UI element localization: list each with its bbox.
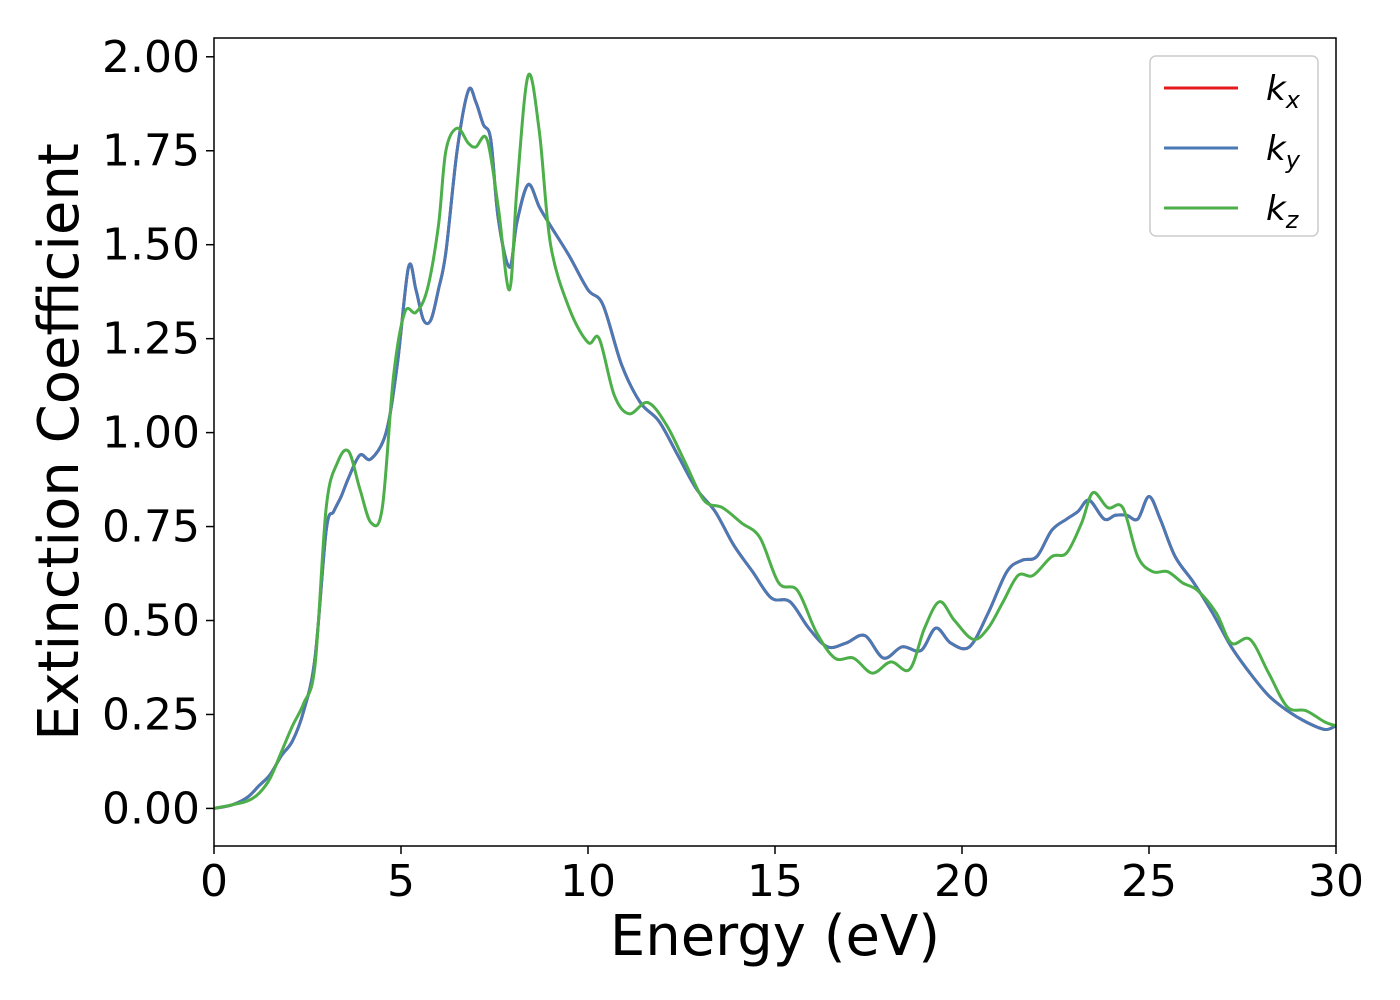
y-tick-label: 2.00 xyxy=(102,32,200,83)
x-axis-label: Energy (eV) xyxy=(610,904,940,969)
y-tick-label: 1.00 xyxy=(102,408,200,459)
x-tick-label: 10 xyxy=(560,856,616,907)
legend: kx ky kz xyxy=(1149,55,1319,237)
x-tick-label: 25 xyxy=(1121,856,1177,907)
x-tick-label: 30 xyxy=(1308,856,1364,907)
legend-label-kx: kx xyxy=(1266,69,1301,114)
series-line-kz xyxy=(214,72,1336,810)
x-tick-label: 15 xyxy=(747,856,803,907)
y-tick-label: 0.75 xyxy=(102,502,200,553)
y-axis-ticks: 0.00 0.25 0.50 0.75 1.00 1.25 1.50 1.75 2.00 xyxy=(102,32,214,834)
x-tick-label: 0 xyxy=(200,856,228,907)
series-layer xyxy=(214,72,1336,810)
y-tick-label: 0.25 xyxy=(102,689,200,740)
y-tick-label: 0.50 xyxy=(102,596,200,647)
legend-label-ky: ky xyxy=(1266,129,1301,174)
x-tick-label: 20 xyxy=(934,856,990,907)
legend-label-kz: kz xyxy=(1266,189,1300,234)
legend-box xyxy=(1149,55,1319,237)
y-tick-label: 1.75 xyxy=(102,126,200,177)
y-axis-label: Extinction Coefficient xyxy=(27,143,92,741)
y-tick-label: 0.00 xyxy=(102,783,200,834)
series-line-ky xyxy=(214,86,1336,810)
x-axis-ticks: 0 5 10 15 20 25 30 xyxy=(200,846,1364,907)
y-tick-label: 1.25 xyxy=(102,314,200,365)
x-tick-label: 5 xyxy=(387,856,415,907)
y-tick-label: 1.50 xyxy=(102,220,200,271)
